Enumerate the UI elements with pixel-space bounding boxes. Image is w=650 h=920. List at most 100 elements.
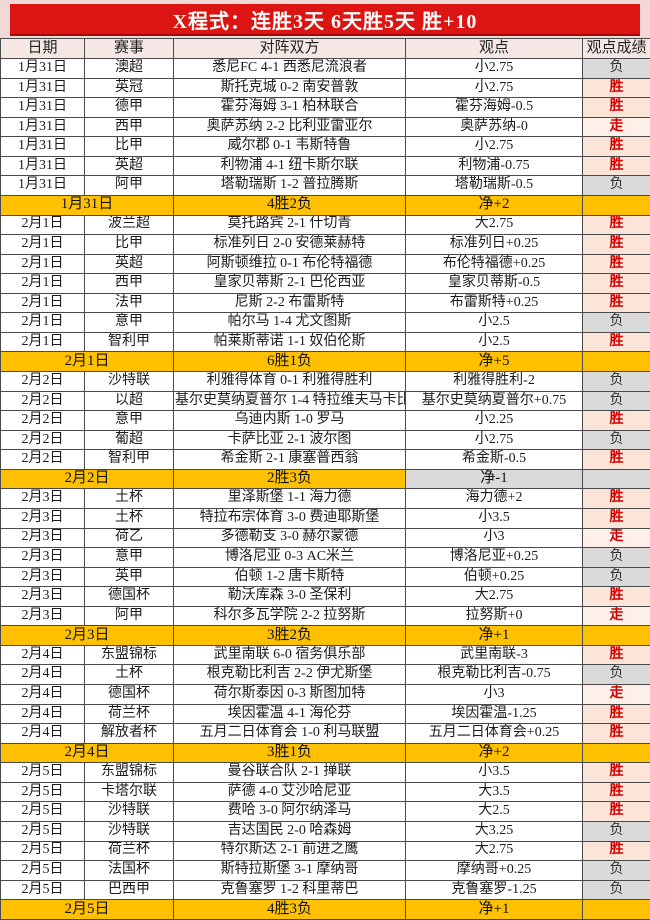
summary-record-cell: 4胜2负 bbox=[174, 195, 406, 215]
date-cell: 2月3日 bbox=[1, 567, 85, 587]
column-header-result: 观点成绩 bbox=[583, 39, 650, 59]
date-cell: 2月3日 bbox=[1, 606, 85, 626]
summary-date-cell: 2月3日 bbox=[1, 626, 174, 646]
view-cell: 武里南联-3 bbox=[406, 645, 583, 665]
result-cell: 负 bbox=[583, 821, 650, 841]
date-cell: 2月1日 bbox=[1, 215, 85, 235]
view-cell: 布伦特福德+0.25 bbox=[406, 254, 583, 274]
view-cell: 小2.25 bbox=[406, 411, 583, 431]
view-cell: 博洛尼亚+0.25 bbox=[406, 548, 583, 568]
result-cell: 胜 bbox=[583, 841, 650, 861]
result-cell: 胜 bbox=[583, 78, 650, 98]
date-cell: 2月1日 bbox=[1, 254, 85, 274]
date-cell: 1月31日 bbox=[1, 117, 85, 137]
matchup-cell: 尼斯 2-2 布雷斯特 bbox=[174, 293, 406, 313]
matchup-cell: 科尔多瓦学院 2-2 拉努斯 bbox=[174, 606, 406, 626]
date-cell: 2月1日 bbox=[1, 332, 85, 352]
result-cell: 胜 bbox=[583, 704, 650, 724]
result-cell: 胜 bbox=[583, 156, 650, 176]
view-cell: 埃因霍温-1.25 bbox=[406, 704, 583, 724]
page-title: X程式：连胜3天 6天胜5天 胜+10 bbox=[10, 4, 640, 36]
view-cell: 根克勒比利吉-0.75 bbox=[406, 665, 583, 685]
view-cell: 利雅得胜利-2 bbox=[406, 372, 583, 392]
matchup-cell: 埃因霍温 4-1 海伦芬 bbox=[174, 704, 406, 724]
result-cell: 胜 bbox=[583, 332, 650, 352]
view-cell: 五月二日体育会+0.25 bbox=[406, 724, 583, 744]
view-cell: 大2.5 bbox=[406, 802, 583, 822]
column-header-date: 日期 bbox=[1, 39, 85, 59]
result-cell: 走 bbox=[583, 528, 650, 548]
league-cell: 波兰超 bbox=[85, 215, 174, 235]
matchup-cell: 希金斯 2-1 康塞普西翁 bbox=[174, 450, 406, 470]
matchup-cell: 阿斯顿维拉 0-1 布伦特福德 bbox=[174, 254, 406, 274]
summary-date-cell: 1月31日 bbox=[1, 195, 174, 215]
date-cell: 1月31日 bbox=[1, 59, 85, 79]
summary-record-cell: 4胜3负 bbox=[174, 900, 406, 920]
summary-record-cell: 3胜2负 bbox=[174, 626, 406, 646]
date-cell: 2月2日 bbox=[1, 450, 85, 470]
league-cell: 澳超 bbox=[85, 59, 174, 79]
date-cell: 2月2日 bbox=[1, 430, 85, 450]
result-cell: 负 bbox=[583, 861, 650, 881]
summary-net-cell: 净-1 bbox=[406, 469, 583, 489]
matchup-cell: 勒沃库森 3-0 圣保利 bbox=[174, 587, 406, 607]
result-cell: 负 bbox=[583, 567, 650, 587]
matchup-cell: 萨德 4-0 艾沙哈尼亚 bbox=[174, 782, 406, 802]
date-cell: 2月5日 bbox=[1, 763, 85, 783]
league-cell: 以超 bbox=[85, 391, 174, 411]
matchup-cell: 皇家贝蒂斯 2-1 巴伦西亚 bbox=[174, 274, 406, 294]
matchup-cell: 利物浦 4-1 纽卡斯尔联 bbox=[174, 156, 406, 176]
view-cell: 布雷斯特+0.25 bbox=[406, 293, 583, 313]
view-cell: 小2.75 bbox=[406, 59, 583, 79]
date-cell: 2月3日 bbox=[1, 548, 85, 568]
view-cell: 拉努斯+0 bbox=[406, 606, 583, 626]
title-band: X程式：连胜3天 6天胜5天 胜+10 bbox=[0, 0, 650, 38]
date-cell: 2月4日 bbox=[1, 724, 85, 744]
matchup-cell: 奥萨苏纳 2-2 比利亚雷亚尔 bbox=[174, 117, 406, 137]
result-cell: 胜 bbox=[583, 137, 650, 157]
matchup-cell: 多德勒支 3-0 赫尔蒙德 bbox=[174, 528, 406, 548]
date-cell: 1月31日 bbox=[1, 137, 85, 157]
summary-net-cell: 净+2 bbox=[406, 195, 583, 215]
league-cell: 沙特联 bbox=[85, 372, 174, 392]
date-cell: 2月1日 bbox=[1, 313, 85, 333]
matchup-cell: 标准列日 2-0 安德莱赫特 bbox=[174, 235, 406, 255]
league-cell: 阿甲 bbox=[85, 606, 174, 626]
view-cell: 小3.5 bbox=[406, 763, 583, 783]
matchup-cell: 帕莱斯蒂诺 1-1 奴伯伦斯 bbox=[174, 332, 406, 352]
column-header-league: 赛事 bbox=[85, 39, 174, 59]
result-cell: 胜 bbox=[583, 235, 650, 255]
matchup-cell: 威尔郡 0-1 韦斯特鲁 bbox=[174, 137, 406, 157]
matchup-cell: 博洛尼亚 0-3 AC米兰 bbox=[174, 548, 406, 568]
league-cell: 意甲 bbox=[85, 411, 174, 431]
result-cell: 胜 bbox=[583, 802, 650, 822]
matchup-cell: 塔勒瑞斯 1-2 普拉腾斯 bbox=[174, 176, 406, 196]
result-cell: 胜 bbox=[583, 645, 650, 665]
result-cell: 负 bbox=[583, 665, 650, 685]
column-header-matchup: 对阵双方 bbox=[174, 39, 406, 59]
result-cell: 负 bbox=[583, 372, 650, 392]
result-cell: 负 bbox=[583, 391, 650, 411]
view-cell: 奥萨苏纳-0 bbox=[406, 117, 583, 137]
view-cell: 小2.75 bbox=[406, 137, 583, 157]
result-cell: 走 bbox=[583, 685, 650, 705]
league-cell: 英甲 bbox=[85, 567, 174, 587]
league-cell: 德甲 bbox=[85, 98, 174, 118]
result-cell: 负 bbox=[583, 176, 650, 196]
